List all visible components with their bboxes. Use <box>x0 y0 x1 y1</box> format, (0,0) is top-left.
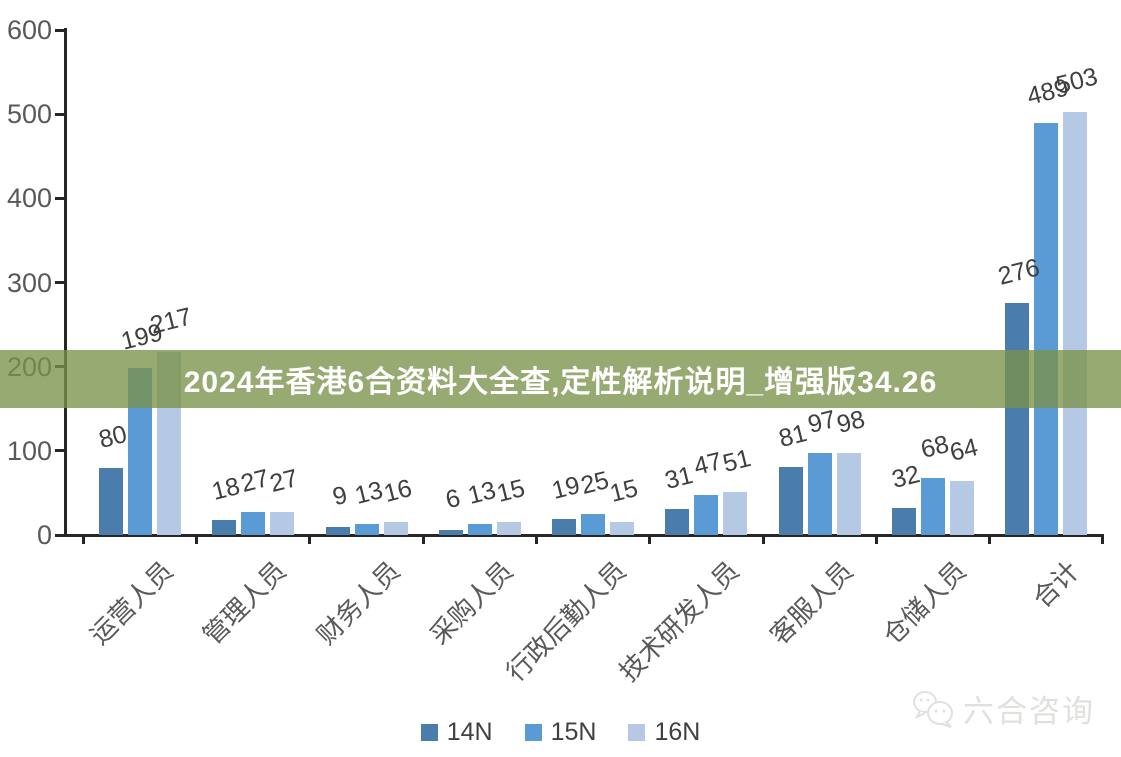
y-tick-mark <box>55 112 65 116</box>
x-tick-mark <box>308 535 312 544</box>
y-tick-label: 0 <box>36 520 52 550</box>
x-tick-mark <box>421 535 425 544</box>
legend-item-16N: 16N <box>628 718 700 747</box>
category-label: 合计 <box>1026 555 1085 614</box>
legend-swatch-16N <box>628 724 646 741</box>
bar-16N-group3 <box>383 522 408 535</box>
bar-14N-group8 <box>891 508 916 535</box>
wechat-chat-bubbles-icon <box>913 690 953 728</box>
y-tick-label: 500 <box>6 99 52 130</box>
legend: 14N 15N 16N <box>0 718 1121 747</box>
bar-16N-group9 <box>1063 112 1088 535</box>
bar-15N-group8 <box>920 478 945 535</box>
ad-banner-overlay[interactable]: 2024年香港6合资料大全查,定性解析说明_增强版34.26 <box>0 350 1121 408</box>
x-tick-mark <box>195 535 199 544</box>
bar-14N-group4 <box>438 530 463 535</box>
y-tick-mark <box>55 449 65 453</box>
x-tick-mark <box>81 535 85 544</box>
y-tick-label: 600 <box>6 15 52 45</box>
category-label: 客服人员 <box>763 555 859 651</box>
legend-label-15N: 15N <box>550 718 597 746</box>
bar-16N-group5 <box>610 522 635 535</box>
watermark-text: 六合咨询 <box>963 694 1095 729</box>
legend-label-14N: 14N <box>446 718 493 746</box>
bar-14N-group2 <box>212 520 237 535</box>
bar-14N-group3 <box>325 527 350 535</box>
bar-16N-group4 <box>496 522 521 535</box>
category-label: 管理人员 <box>197 555 293 651</box>
x-tick-mark <box>648 535 652 544</box>
bar-14N-group6 <box>665 509 690 535</box>
y-tick-mark <box>55 28 65 32</box>
bar-14N-group7 <box>778 467 803 535</box>
category-label: 行政后勤人员 <box>500 555 632 688</box>
watermark: 六合咨询 <box>910 686 1095 731</box>
y-tick-mark <box>55 281 65 284</box>
y-axis-line <box>64 28 67 537</box>
bar-16N-group2 <box>270 512 295 535</box>
y-tick-label: 300 <box>6 267 52 298</box>
legend-item-15N: 15N <box>524 718 597 747</box>
x-axis-line <box>64 534 1104 537</box>
category-label: 技术研发人员 <box>613 555 746 688</box>
category-label: 采购人员 <box>423 555 519 651</box>
x-tick-mark <box>534 535 538 544</box>
bar-16N-group7 <box>836 453 861 535</box>
bar-16N-group6 <box>723 492 748 535</box>
bar-14N-group5 <box>552 519 577 535</box>
bar-14N-group1 <box>99 468 124 535</box>
bar-16N-group8 <box>949 481 974 535</box>
x-tick-mark <box>761 535 765 544</box>
legend-swatch-15N <box>524 724 542 741</box>
x-tick-mark <box>1101 535 1105 544</box>
legend-label-16N: 16N <box>654 718 701 746</box>
y-tick-mark <box>55 196 65 200</box>
y-tick-mark <box>55 533 65 537</box>
bar-14N-group9 <box>1005 303 1030 535</box>
y-tick-label: 400 <box>6 183 52 214</box>
x-tick-mark <box>988 535 992 544</box>
legend-item-14N: 14N <box>420 718 493 747</box>
bar-15N-group9 <box>1034 123 1059 535</box>
bar-15N-group3 <box>354 524 379 535</box>
x-tick-mark <box>874 535 878 544</box>
category-label: 运营人员 <box>84 555 179 651</box>
bar-15N-group2 <box>241 512 266 535</box>
bar-15N-group7 <box>807 453 832 535</box>
category-label: 财务人员 <box>310 555 406 651</box>
bar-15N-group6 <box>694 495 719 535</box>
category-label: 仓储人员 <box>876 555 972 651</box>
bar-15N-group4 <box>467 524 492 535</box>
legend-swatch-14N <box>420 724 438 741</box>
ad-banner-title: 2024年香港6合资料大全查,定性解析说明_增强版34.26 <box>183 366 938 399</box>
y-tick-label: 100 <box>6 435 52 466</box>
bar-15N-group5 <box>581 514 606 535</box>
